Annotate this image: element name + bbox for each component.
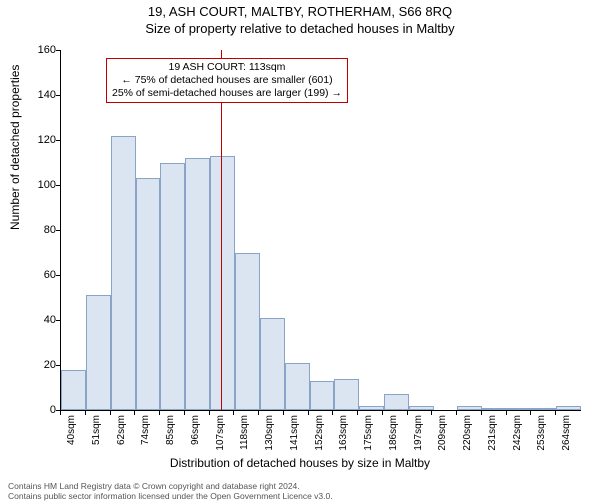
histogram-bar — [185, 158, 210, 410]
x-tick-mark — [110, 410, 111, 415]
footer-line2: Contains public sector information licen… — [8, 491, 333, 502]
x-tick-label: 85sqm — [165, 415, 176, 451]
histogram-bar — [210, 156, 235, 410]
histogram-bar — [285, 363, 310, 410]
x-tick-label: 51sqm — [91, 415, 102, 451]
footer-line1: Contains HM Land Registry data © Crown c… — [8, 481, 333, 492]
x-tick-label: 74sqm — [140, 415, 151, 451]
y-tick-mark — [56, 365, 61, 366]
x-tick-mark — [159, 410, 160, 415]
x-tick-label: 175sqm — [363, 415, 374, 451]
x-tick-mark — [60, 410, 61, 415]
y-tick-mark — [56, 230, 61, 231]
y-tick-mark — [56, 50, 61, 51]
histogram-bar — [111, 136, 136, 411]
footer-attribution: Contains HM Land Registry data © Crown c… — [8, 481, 333, 502]
histogram-bar — [359, 406, 384, 411]
annotation-box: 19 ASH COURT: 113sqm ← 75% of detached h… — [106, 58, 348, 103]
x-tick-label: 130sqm — [264, 415, 275, 451]
x-tick-label: 197sqm — [413, 415, 424, 451]
histogram-bar — [531, 408, 556, 410]
x-tick-mark — [357, 410, 358, 415]
x-tick-label: 118sqm — [239, 415, 250, 451]
x-tick-mark — [258, 410, 259, 415]
reference-line — [221, 50, 222, 410]
y-tick-mark — [56, 95, 61, 96]
x-tick-label: 264sqm — [561, 415, 572, 451]
x-tick-label: 163sqm — [338, 415, 349, 451]
annotation-line2: ← 75% of detached houses are smaller (60… — [112, 74, 342, 87]
histogram-bar — [86, 295, 111, 410]
chart-area: 19 ASH COURT: 113sqm ← 75% of detached h… — [60, 50, 580, 410]
histogram-bar — [334, 379, 359, 411]
x-tick-mark — [431, 410, 432, 415]
x-tick-mark — [85, 410, 86, 415]
x-tick-mark — [382, 410, 383, 415]
histogram-bar — [506, 408, 531, 410]
y-tick-label: 40 — [26, 314, 56, 326]
histogram-bar — [384, 394, 409, 410]
chart-subtitle: Size of property relative to detached ho… — [0, 21, 600, 36]
x-tick-label: 242sqm — [512, 415, 523, 451]
x-tick-label: 209sqm — [437, 415, 448, 451]
histogram-bar — [160, 163, 185, 411]
histogram-bar — [457, 406, 482, 411]
histogram-bar — [409, 406, 434, 411]
annotation-line3: 25% of semi-detached houses are larger (… — [112, 87, 342, 100]
x-tick-label: 253sqm — [536, 415, 547, 451]
x-tick-mark — [456, 410, 457, 415]
y-tick-mark — [56, 185, 61, 186]
histogram-bar — [136, 178, 161, 410]
histogram-bar — [260, 318, 285, 410]
x-tick-mark — [407, 410, 408, 415]
x-tick-label: 107sqm — [215, 415, 226, 451]
x-tick-mark — [134, 410, 135, 415]
y-tick-label: 20 — [26, 359, 56, 371]
x-tick-mark — [308, 410, 309, 415]
x-tick-mark — [555, 410, 556, 415]
y-tick-label: 0 — [26, 404, 56, 416]
x-tick-label: 40sqm — [66, 415, 77, 451]
page-title: 19, ASH COURT, MALTBY, ROTHERHAM, S66 8R… — [0, 4, 600, 19]
histogram-bar — [556, 406, 581, 411]
histogram-bar — [482, 408, 507, 410]
y-tick-label: 120 — [26, 134, 56, 146]
x-tick-label: 152sqm — [314, 415, 325, 451]
x-axis-label: Distribution of detached houses by size … — [0, 456, 600, 470]
histogram-bar — [61, 370, 86, 411]
x-tick-label: 231sqm — [487, 415, 498, 451]
x-tick-mark — [481, 410, 482, 415]
x-tick-mark — [530, 410, 531, 415]
x-tick-mark — [233, 410, 234, 415]
x-tick-label: 62sqm — [116, 415, 127, 451]
y-tick-mark — [56, 320, 61, 321]
histogram-bar — [310, 381, 335, 410]
x-tick-mark — [506, 410, 507, 415]
y-tick-label: 60 — [26, 269, 56, 281]
x-tick-mark — [184, 410, 185, 415]
x-tick-label: 141sqm — [289, 415, 300, 451]
x-tick-label: 220sqm — [462, 415, 473, 451]
y-axis-label: Number of detached properties — [8, 65, 22, 230]
y-tick-label: 100 — [26, 179, 56, 191]
y-tick-label: 80 — [26, 224, 56, 236]
annotation-line1: 19 ASH COURT: 113sqm — [112, 61, 342, 74]
x-tick-label: 186sqm — [388, 415, 399, 451]
x-tick-mark — [283, 410, 284, 415]
y-tick-label: 140 — [26, 89, 56, 101]
bars-container — [61, 50, 581, 410]
x-tick-label: 96sqm — [190, 415, 201, 451]
y-tick-mark — [56, 275, 61, 276]
y-tick-label: 160 — [26, 44, 56, 56]
plot-region: 19 ASH COURT: 113sqm ← 75% of detached h… — [60, 50, 581, 411]
x-tick-mark — [209, 410, 210, 415]
y-tick-mark — [56, 140, 61, 141]
x-tick-mark — [332, 410, 333, 415]
histogram-bar — [235, 253, 260, 411]
